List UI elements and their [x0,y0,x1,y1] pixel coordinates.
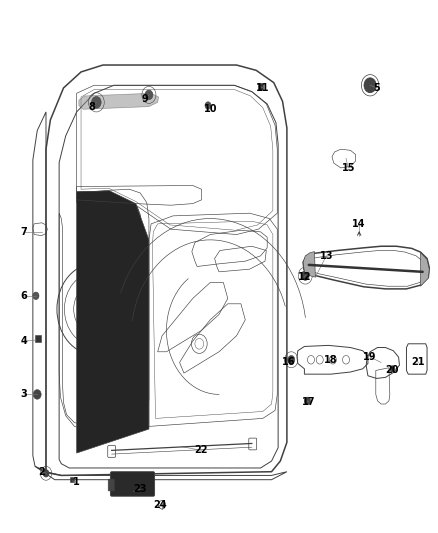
Circle shape [364,78,376,93]
Circle shape [43,470,49,477]
FancyBboxPatch shape [70,477,74,482]
Text: 20: 20 [385,366,399,375]
Circle shape [33,390,41,399]
Circle shape [145,90,153,100]
Text: 23: 23 [134,484,147,494]
Circle shape [86,300,102,319]
Text: 5: 5 [373,83,380,93]
Text: 15: 15 [342,163,355,173]
Text: 7: 7 [21,227,28,237]
Circle shape [92,96,101,108]
FancyBboxPatch shape [110,472,155,496]
Text: 24: 24 [153,500,166,510]
Text: 12: 12 [298,272,311,282]
Text: 14: 14 [353,219,366,229]
Circle shape [205,102,211,109]
Polygon shape [79,93,159,109]
Text: 18: 18 [324,355,338,365]
Circle shape [288,356,295,364]
Text: 13: 13 [320,251,333,261]
FancyBboxPatch shape [35,335,41,342]
Polygon shape [77,191,149,453]
Polygon shape [303,252,315,277]
FancyBboxPatch shape [258,83,263,90]
Text: 11: 11 [256,83,269,93]
Text: 9: 9 [141,94,148,103]
Text: 22: 22 [195,446,208,455]
Text: 6: 6 [21,291,28,301]
Text: 1: 1 [73,478,80,487]
Text: 3: 3 [21,390,28,399]
Text: 19: 19 [364,352,377,362]
Circle shape [301,271,309,280]
Circle shape [304,397,311,405]
Polygon shape [420,253,429,286]
Text: 21: 21 [412,358,425,367]
Text: 16: 16 [283,358,296,367]
Text: 2: 2 [38,467,45,477]
Circle shape [33,292,39,300]
FancyBboxPatch shape [108,479,114,491]
Text: 10: 10 [204,104,217,114]
Text: 4: 4 [21,336,28,346]
Text: 17: 17 [302,398,315,407]
Text: 8: 8 [88,102,95,111]
Circle shape [390,366,395,372]
